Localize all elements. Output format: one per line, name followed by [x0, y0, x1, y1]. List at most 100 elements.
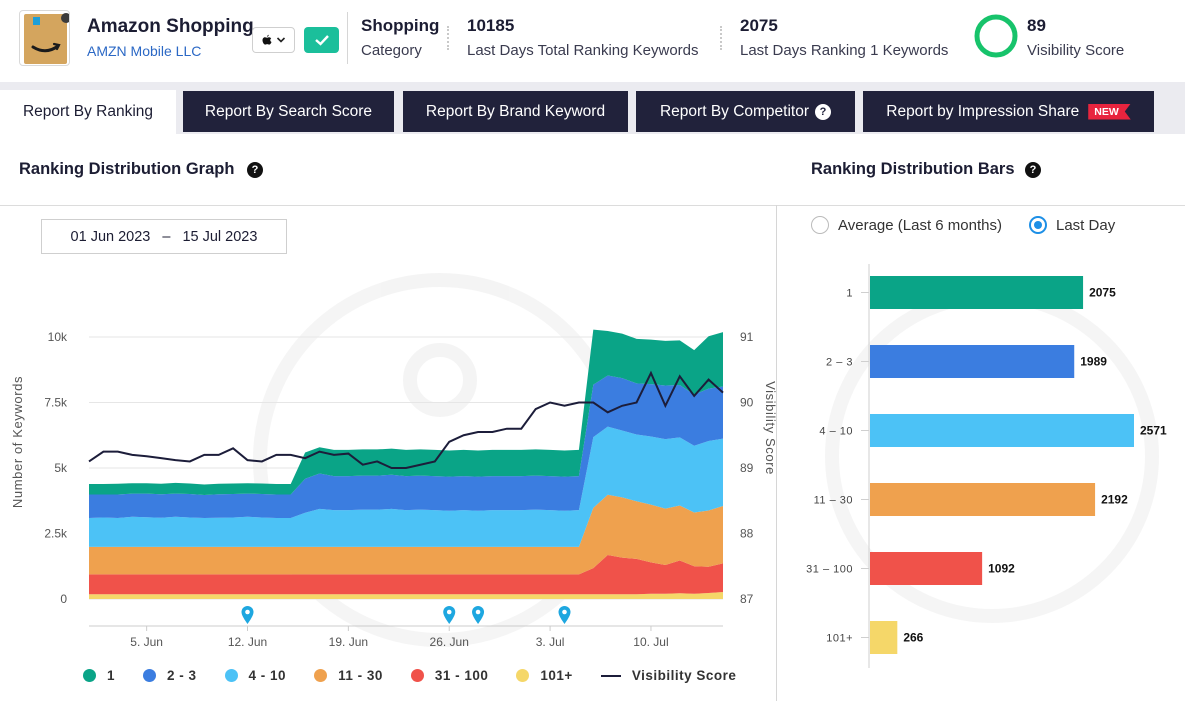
legend-label: 101+	[540, 668, 573, 683]
rank1-keywords-value: 2075	[740, 16, 778, 35]
date-to: 15 Jul 2023	[182, 228, 258, 245]
tab-label: Report By Ranking	[22, 103, 154, 120]
bar-category-label: 4 – 10	[819, 426, 853, 438]
legend-label: 1	[107, 668, 116, 683]
y-tick-label: 7.5k	[44, 396, 68, 410]
legend-item[interactable]: 2 - 3	[143, 668, 197, 683]
y-tick-label: 2.5k	[44, 527, 68, 541]
bar-category-label: 1	[846, 288, 853, 300]
tab-label: Report by Impression Share	[886, 102, 1080, 120]
y-axis-label: Number of Keywords	[10, 376, 25, 508]
pin-hole	[245, 609, 250, 615]
bar-2-3	[870, 345, 1075, 378]
help-icon[interactable]: ?	[815, 103, 832, 120]
last-day-option[interactable]: Last Day	[1029, 216, 1115, 234]
average-radio[interactable]	[811, 216, 829, 234]
tab-label: Report By Competitor	[659, 102, 810, 120]
legend-label: 11 - 30	[338, 668, 383, 683]
y-tick-label: 5k	[54, 461, 68, 475]
bar-category-label: 31 – 100	[806, 564, 853, 576]
pin-hole	[562, 609, 567, 615]
platform-selector[interactable]	[252, 27, 295, 53]
bar-31-100	[870, 552, 983, 585]
tab-report-by-search-score[interactable]: Report By Search Score	[183, 91, 394, 132]
tab-label: Report By Brand Keyword	[425, 102, 606, 120]
new-badge: NEW	[1088, 103, 1131, 120]
pin-shape	[241, 606, 254, 624]
x-tick-label: 3. Jul	[536, 635, 565, 649]
bar-value-label: 2571	[1140, 424, 1167, 438]
legend-label: 4 - 10	[248, 668, 287, 683]
y2-tick-label: 89	[740, 461, 754, 475]
bar-value-label: 1989	[1080, 355, 1107, 369]
area-series-101+	[89, 592, 723, 599]
last-day-radio[interactable]	[1029, 216, 1047, 234]
map-pin-icon	[241, 606, 254, 624]
legend-label: 2 - 3	[167, 668, 197, 683]
legend-dot-marker	[83, 669, 96, 682]
legend-item[interactable]: 101+	[516, 668, 572, 683]
bar-11-30	[870, 483, 1096, 516]
y2-tick-label: 90	[740, 396, 754, 410]
y2-tick-label: 91	[740, 330, 754, 344]
legend-item[interactable]: 1	[83, 668, 115, 683]
section-divider	[0, 205, 1185, 206]
tab-report-by-competitor[interactable]: Report By Competitor ?	[636, 91, 855, 132]
bars-group: 1 2075 2 – 3 1989 4 – 10 2571 11 – 30 2192 31 – …	[806, 276, 1167, 654]
map-pin-icon	[472, 606, 485, 624]
stat-divider	[720, 26, 722, 50]
app-name: Amazon Shopping	[87, 16, 254, 37]
header-divider	[347, 12, 348, 64]
area-series-11-30	[89, 494, 723, 575]
date-range-picker[interactable]: 01 Jun 2023 – 15 Jul 2023	[41, 219, 287, 254]
legend-dot-marker	[516, 669, 530, 682]
legend-item[interactable]: 11 - 30	[314, 668, 383, 683]
x-tick-label: 5. Jun	[130, 635, 163, 649]
bar-category-label: 2 – 3	[826, 357, 853, 369]
bars-section-title: Ranking Distribution Bars	[811, 160, 1015, 178]
bar-4-10	[870, 414, 1134, 447]
tab-report-by-impression-share[interactable]: Report by Impression Share NEW	[863, 91, 1154, 132]
legend-line-marker	[600, 674, 621, 677]
area-series-2-3	[89, 375, 723, 519]
chart-legend: 1 2 - 3 4 - 10 11 - 30 31 - 100 101+ Visibilit…	[83, 668, 764, 683]
tab-report-by-ranking[interactable]: Report By Ranking	[0, 90, 176, 134]
pin-shape	[472, 606, 485, 624]
tab-report-by-brand-keyword[interactable]: Report By Brand Keyword	[403, 91, 628, 132]
average-option[interactable]: Average (Last 6 months)	[811, 216, 1002, 234]
verify-button[interactable]	[304, 27, 339, 53]
y-tick-label: 0	[60, 592, 67, 606]
area-series-31-100	[89, 554, 723, 595]
legend-item[interactable]: 4 - 10	[224, 668, 287, 683]
legend-item[interactable]: 31 - 100	[410, 668, 489, 683]
tab-label: Report By Search Score	[204, 102, 373, 120]
area-series-4-10	[89, 426, 723, 547]
map-pin-icon	[443, 606, 456, 624]
area-series-1	[89, 329, 723, 495]
total-keywords-value: 10185	[467, 16, 515, 35]
graph-help-icon[interactable]: ?	[247, 162, 263, 178]
visibility-line	[88, 370, 724, 469]
category-label: Category	[361, 42, 422, 59]
date-from: 01 Jun 2023	[70, 228, 151, 245]
legend-label: Visibility Score	[631, 668, 737, 683]
apple-icon	[262, 34, 272, 45]
average-option-label: Average (Last 6 months)	[838, 216, 1002, 234]
bar-category-label: 101+	[826, 633, 853, 645]
app-developer-link[interactable]: AMZN Mobile LLC	[87, 43, 202, 59]
legend-label: 31 - 100	[434, 668, 489, 683]
legend-item[interactable]: Visibility Score	[600, 668, 737, 683]
x-tick-label: 10. Jul	[633, 635, 668, 649]
x-tick-label: 26. Jun	[430, 635, 469, 649]
bar-1	[870, 276, 1084, 309]
legend-dot-marker	[224, 669, 238, 682]
bar-value-label: 2075	[1089, 286, 1116, 300]
bars-help-icon[interactable]: ?	[1025, 162, 1041, 178]
annotation-pins	[241, 606, 571, 624]
visibility-value: 89	[1027, 16, 1046, 35]
bar-value-label: 2192	[1101, 493, 1128, 507]
legend-dot-marker	[410, 669, 424, 682]
visibility-score-line	[88, 370, 724, 469]
bar-value-label: 266	[903, 631, 923, 645]
visibility-ring-icon	[974, 14, 1018, 58]
